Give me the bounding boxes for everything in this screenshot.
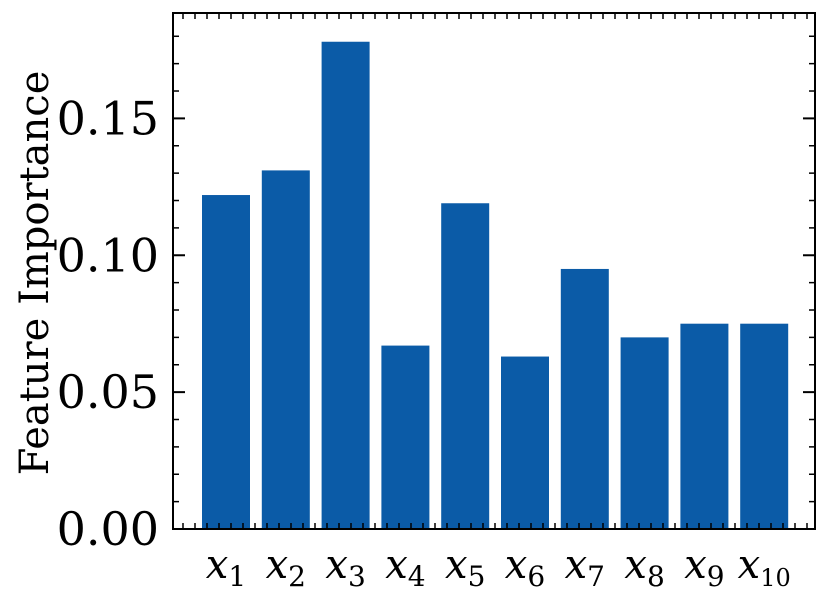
x-tick-label-subscript: 6 — [527, 560, 545, 593]
x-tick-label-subscript: 4 — [408, 560, 426, 593]
x-tick-label: x2 — [266, 542, 306, 593]
bars — [202, 41, 789, 530]
x-tick-label-base: x — [385, 542, 408, 588]
x-tick-label-base: x — [325, 542, 348, 588]
x-tick-label-base: x — [266, 542, 289, 588]
bar-x6 — [501, 356, 549, 529]
x-tick-label-subscript: 7 — [587, 560, 605, 593]
y-tick-label: 0.00 — [57, 502, 159, 556]
x-tick-label-base: x — [624, 542, 647, 588]
bar-x3 — [321, 41, 370, 529]
x-tick-label-subscript: 5 — [468, 560, 486, 593]
y-tick-labels: 0.00 0.05 0.10 0.15 — [57, 91, 159, 556]
bar-x1 — [202, 195, 250, 529]
x-tick-label: x6 — [505, 542, 545, 593]
bar-x7 — [560, 268, 609, 529]
bar-x10 — [740, 323, 789, 529]
x-tick-label: x10 — [738, 542, 791, 592]
y-axis-label: Feature Importance — [12, 71, 58, 476]
x-tick-label: x1 — [206, 542, 246, 593]
x-tick-labels: x1 x2 x3 x4 x5 x6 x7 x8 x9 x10 — [206, 542, 791, 593]
bar-x4 — [381, 345, 430, 529]
x-tick-label: x9 — [684, 542, 724, 593]
x-tick-label-base: x — [505, 542, 528, 588]
x-tick-label-base: x — [445, 542, 468, 588]
plot-frame — [172, 12, 816, 530]
bar-x8 — [620, 337, 669, 529]
x-tick-label-base: x — [565, 542, 588, 588]
x-tick-label-subscript: 1 — [228, 560, 246, 593]
x-tick-label-subscript: 9 — [707, 560, 725, 593]
x-tick-label-subscript: 3 — [348, 560, 366, 593]
x-tick-label-subscript: 2 — [288, 560, 306, 593]
bar-x9 — [680, 323, 729, 529]
x-tick-label: x3 — [325, 542, 365, 593]
y-tick-label: 0.05 — [57, 365, 159, 419]
x-tick-label: x5 — [445, 542, 485, 593]
y-tick-label: 0.10 — [57, 228, 159, 282]
x-tick-label-base: x — [684, 542, 707, 588]
x-tick-label: x4 — [385, 542, 425, 593]
x-tick-label-base: x — [738, 542, 761, 588]
x-tick-label-subscript: 8 — [647, 560, 665, 593]
bar-x2 — [261, 170, 310, 530]
bar-x5 — [441, 203, 490, 530]
x-tick-label: x8 — [624, 542, 664, 593]
x-tick-label: x7 — [565, 542, 605, 593]
y-tick-label: 0.15 — [57, 91, 159, 145]
x-tick-label-base: x — [206, 542, 229, 588]
x-tick-label-subscript: 10 — [760, 564, 791, 592]
